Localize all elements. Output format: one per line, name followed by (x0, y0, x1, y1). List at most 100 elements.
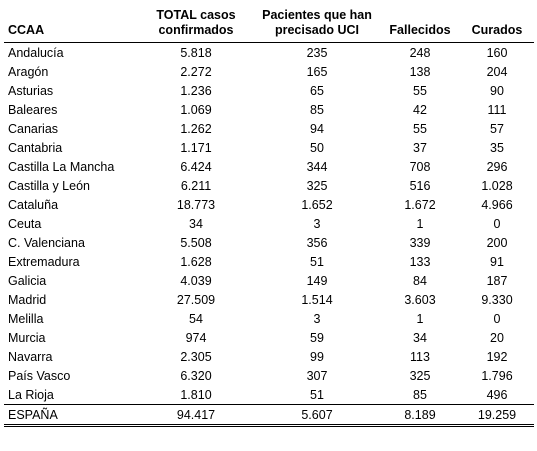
cell-icu: 51 (310, 254, 324, 269)
cell-total-confirmed: 54 (189, 311, 203, 326)
cell-recovered: 160 (486, 45, 508, 60)
cell-region: Castilla y León (8, 178, 90, 193)
cell-recovered: 90 (490, 83, 504, 98)
covid-table-container: CCAA TOTAL casos confirmados Pacientes q… (4, 4, 534, 427)
cell-total-confirmed: 2.305 (180, 349, 212, 364)
covid-cases-table: CCAA TOTAL casos confirmados Pacientes q… (4, 4, 534, 427)
cell-total-confirmed: 6.320 (180, 368, 212, 383)
cell-deaths: 1 (416, 216, 424, 231)
cell-recovered: 0 (493, 216, 501, 231)
cell-region: Cantabria (8, 140, 63, 155)
cell-icu: 356 (306, 235, 328, 250)
cell-deaths: 516 (409, 178, 431, 193)
cell-deaths: 1 (416, 311, 424, 326)
table-row: Cantabria 1.171 50 37 35 (4, 138, 534, 157)
cell-total-confirmed: 34 (189, 216, 203, 231)
cell-recovered: 296 (486, 159, 508, 174)
cell-icu: 51 (310, 387, 324, 402)
cell-recovered: 192 (486, 349, 508, 364)
table-row: Cataluña 18.773 1.652 1.672 4.966 (4, 195, 534, 214)
cell-deaths: 708 (409, 159, 431, 174)
table-row: Aragón 2.272 165 138 204 (4, 62, 534, 81)
cell-deaths: 37 (413, 140, 427, 155)
cell-region: Andalucía (8, 45, 64, 60)
cell-region: Baleares (8, 102, 58, 117)
table-row: Navarra 2.305 99 113 192 (4, 347, 534, 366)
cell-deaths: 42 (413, 102, 427, 117)
cell-region: Madrid (8, 292, 47, 307)
cell-total-confirmed: 1.810 (180, 387, 212, 402)
cell-total-confirmed: 5.818 (180, 45, 212, 60)
cell-icu: 85 (310, 102, 324, 117)
cell-icu: 65 (310, 83, 324, 98)
cell-icu: 344 (306, 159, 328, 174)
table-header: CCAA TOTAL casos confirmados Pacientes q… (4, 4, 534, 43)
cell-recovered: 91 (490, 254, 504, 269)
cell-total-confirmed: 27.509 (176, 292, 216, 307)
header-row: CCAA TOTAL casos confirmados Pacientes q… (4, 4, 534, 43)
cell-total-confirmed: 5.508 (180, 235, 212, 250)
cell-recovered: 9.330 (481, 292, 513, 307)
header-icu-patients: Pacientes que han precisado UCI (254, 4, 380, 43)
table-row: Madrid 27.509 1.514 3.603 9.330 (4, 290, 534, 309)
cell-icu: 1.514 (301, 292, 333, 307)
cell-total-confirmed: 1.236 (180, 83, 212, 98)
cell-region: La Rioja (8, 387, 54, 402)
cell-recovered: 4.966 (481, 197, 513, 212)
cell-deaths: 34 (413, 330, 427, 345)
table-row: Andalucía 5.818 235 248 160 (4, 43, 534, 63)
cell-recovered: 57 (490, 121, 504, 136)
header-ccaa: CCAA (4, 4, 138, 43)
cell-region: País Vasco (8, 368, 71, 383)
cell-recovered: 0 (493, 311, 501, 326)
cell-region: Melilla (8, 311, 44, 326)
table-row: Canarias 1.262 94 55 57 (4, 119, 534, 138)
cell-deaths: 138 (409, 64, 431, 79)
cell-deaths: 55 (413, 121, 427, 136)
table-row: País Vasco 6.320 307 325 1.796 (4, 366, 534, 385)
cell-region: Murcia (8, 330, 46, 345)
table-body: Andalucía 5.818 235 248 160 Aragón 2.272 165 138… (4, 43, 534, 405)
cell-icu: 325 (306, 178, 328, 193)
cell-region: Extremadura (8, 254, 80, 269)
cell-deaths: 84 (413, 273, 427, 288)
table-row: La Rioja 1.810 51 85 496 (4, 385, 534, 405)
cell-recovered: 111 (487, 102, 507, 117)
cell-icu: 235 (306, 45, 328, 60)
cell-icu: 94 (310, 121, 324, 136)
cell-region: Aragón (8, 64, 49, 79)
cell-region: Castilla La Mancha (8, 159, 115, 174)
cell-region: Ceuta (8, 216, 42, 231)
cell-total-confirmed: 1.262 (180, 121, 212, 136)
cell-recovered: 200 (486, 235, 508, 250)
cell-deaths: 133 (409, 254, 431, 269)
total-icu: 5.607 (254, 404, 380, 427)
cell-region: Asturias (8, 83, 54, 98)
cell-deaths: 339 (409, 235, 431, 250)
table-row: Murcia 974 59 34 20 (4, 328, 534, 347)
cell-icu: 50 (310, 140, 324, 155)
cell-icu: 1.652 (301, 197, 333, 212)
cell-region: C. Valenciana (8, 235, 85, 250)
cell-icu: 149 (306, 273, 328, 288)
table-row: Baleares 1.069 85 42 111 (4, 100, 534, 119)
total-region: ESPAÑA (4, 404, 138, 427)
cell-icu: 99 (310, 349, 324, 364)
cell-total-confirmed: 974 (185, 330, 207, 345)
cell-deaths: 55 (413, 83, 427, 98)
cell-deaths: 248 (409, 45, 431, 60)
header-deaths: Fallecidos (380, 4, 460, 43)
cell-recovered: 496 (486, 387, 508, 402)
cell-total-confirmed: 4.039 (180, 273, 212, 288)
cell-total-confirmed: 1.628 (180, 254, 212, 269)
cell-total-confirmed: 2.272 (180, 64, 212, 79)
table-row: Melilla 54 3 1 0 (4, 309, 534, 328)
cell-icu: 3 (313, 311, 321, 326)
table-row: Castilla y León 6.211 325 516 1.028 (4, 176, 534, 195)
table-row: Galicia 4.039 149 84 187 (4, 271, 534, 290)
cell-deaths: 113 (410, 349, 430, 364)
cell-recovered: 1.028 (481, 178, 513, 193)
cell-deaths: 85 (413, 387, 427, 402)
total-deaths: 8.189 (380, 404, 460, 427)
cell-region: Navarra (8, 349, 53, 364)
